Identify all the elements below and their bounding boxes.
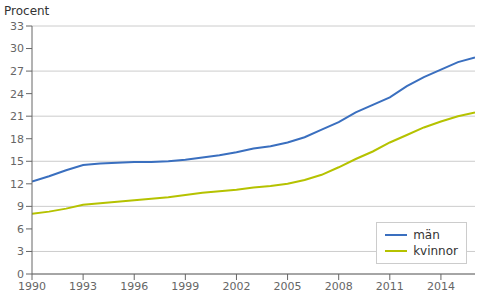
svg-text:2002: 2002: [222, 280, 250, 293]
svg-text:27: 27: [10, 65, 24, 78]
svg-text:1990: 1990: [18, 280, 46, 293]
svg-text:24: 24: [10, 88, 24, 101]
svg-text:9: 9: [17, 200, 24, 213]
svg-text:6: 6: [17, 223, 24, 236]
svg-text:2011: 2011: [376, 280, 404, 293]
svg-text:3: 3: [17, 245, 24, 258]
svg-text:21: 21: [10, 110, 24, 123]
svg-text:0: 0: [17, 268, 24, 281]
html-text:kvinnor: kvinnor: [413, 244, 458, 258]
svg-text:2014: 2014: [427, 280, 455, 293]
svg-text:18: 18: [10, 133, 24, 146]
html-text:män: män: [413, 228, 440, 242]
svg-text:1993: 1993: [69, 280, 97, 293]
svg-text:30: 30: [10, 42, 24, 55]
svg-text:33: 33: [10, 20, 24, 33]
svg-text:12: 12: [10, 178, 24, 191]
svg-text:2005: 2005: [274, 280, 302, 293]
html-text:Procent: Procent: [4, 4, 50, 18]
svg-text:2008: 2008: [325, 280, 353, 293]
svg-text:1999: 1999: [171, 280, 199, 293]
svg-text:1996: 1996: [120, 280, 148, 293]
svg-text:15: 15: [10, 155, 24, 168]
